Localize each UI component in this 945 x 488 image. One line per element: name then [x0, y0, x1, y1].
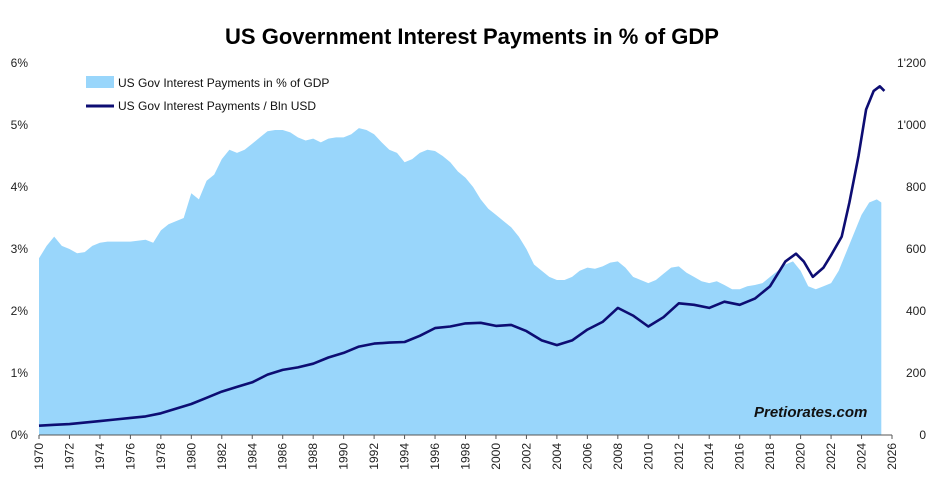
- legend: US Gov Interest Payments in % of GDP US …: [86, 76, 329, 113]
- x-tick-label: 2016: [733, 443, 747, 470]
- watermark: Pretiorates.com: [754, 404, 867, 421]
- left-y-tick-label: 1%: [11, 366, 29, 380]
- x-tick-label: 1972: [62, 443, 76, 470]
- left-y-tick-label: 0%: [11, 428, 29, 442]
- x-tick-label: 1992: [367, 443, 381, 470]
- x-tick-label: 2000: [489, 443, 503, 470]
- left-y-tick-label: 4%: [11, 180, 29, 194]
- left-y-tick-label: 3%: [11, 242, 29, 256]
- left-y-tick-label: 6%: [11, 56, 29, 70]
- x-tick-label: 2020: [794, 443, 808, 470]
- x-tick-label: 2024: [855, 443, 869, 470]
- x-tick-label: 1988: [306, 443, 320, 470]
- x-tick-label: 1978: [154, 443, 168, 470]
- x-tick-label: 1984: [245, 443, 259, 470]
- left-y-tick-label: 5%: [11, 118, 29, 132]
- x-tick-label: 1986: [276, 443, 290, 470]
- right-y-tick-label: 200: [906, 366, 926, 380]
- x-tick-label: 2022: [824, 443, 838, 470]
- area-series-layer: [39, 128, 882, 435]
- right-y-tick-label: 1'000: [897, 118, 926, 132]
- right-axis-ticks: 0 200 400 600 800 1'000 1'200: [897, 56, 926, 442]
- x-tick-label: 2010: [641, 443, 655, 470]
- x-tick-label: 2012: [672, 443, 686, 470]
- x-tick-label: 2006: [580, 443, 594, 470]
- chart-title: US Government Interest Payments in % of …: [225, 24, 719, 49]
- x-tick-label: 1990: [337, 443, 351, 470]
- legend-line-label: US Gov Interest Payments / Bln USD: [118, 99, 316, 113]
- right-y-tick-label: 800: [906, 180, 926, 194]
- line-series-bln-usd: [38, 85, 886, 427]
- x-tick-label: 2014: [702, 443, 716, 470]
- x-tick-label: 1980: [184, 443, 198, 470]
- area-series-pct-gdp: [39, 128, 882, 435]
- x-tick-label: 1994: [398, 443, 412, 470]
- x-tick-label: 2026: [885, 443, 899, 470]
- x-tick-label: 1970: [32, 443, 46, 470]
- left-axis-ticks: 0% 1% 2% 3% 4% 5% 6%: [11, 56, 29, 442]
- x-tick-label: 2002: [519, 443, 533, 470]
- x-axis-ticks: 1970 1972 1974 1976 1978 1980 1982 1984 1986 1988…: [32, 435, 899, 470]
- x-tick-label: 1996: [428, 443, 442, 470]
- right-y-tick-label: 600: [906, 242, 926, 256]
- line-series-layer: [38, 85, 886, 427]
- right-y-tick-label: 400: [906, 304, 926, 318]
- x-tick-label: 2004: [550, 443, 564, 470]
- x-tick-label: 1976: [123, 443, 137, 470]
- right-y-tick-label: 1'200: [897, 56, 926, 70]
- right-y-tick-label: 0: [919, 428, 926, 442]
- x-tick-label: 1982: [215, 443, 229, 470]
- x-tick-label: 1974: [93, 443, 107, 470]
- x-tick-label: 2008: [611, 443, 625, 470]
- legend-area-label: US Gov Interest Payments in % of GDP: [118, 76, 329, 90]
- left-y-tick-label: 2%: [11, 304, 29, 318]
- legend-area-swatch: [86, 76, 114, 88]
- x-tick-label: 1998: [459, 443, 473, 470]
- x-tick-label: 2018: [763, 443, 777, 470]
